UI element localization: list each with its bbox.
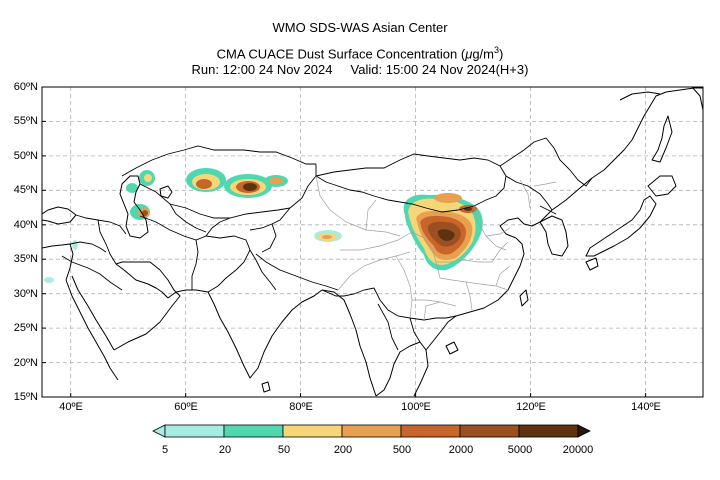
unit-mu: μ xyxy=(465,46,473,62)
lon-label-80: 80ºE xyxy=(289,401,313,413)
colorbar-box-0 xyxy=(164,424,225,438)
lat-label-35: 35ºN xyxy=(13,253,38,265)
lon-label-40: 40ºE xyxy=(59,401,83,413)
colorbar-label-200: 200 xyxy=(333,444,353,456)
coastlines xyxy=(42,87,703,397)
dust-patch-inner xyxy=(434,193,462,203)
country-borders xyxy=(61,137,593,351)
colorbar-box-2 xyxy=(282,424,343,438)
lon-label-60: 60ºE xyxy=(174,401,198,413)
dust-plume-kz3-c4 xyxy=(269,177,283,185)
colorbar-low-arrow xyxy=(152,424,166,438)
title-line-2: CMA CUACE Dust Surface Concentration (μg… xyxy=(0,42,720,62)
dust-plume-caspian-c3 xyxy=(144,174,152,182)
colorbar-label-50: 50 xyxy=(277,444,291,456)
unit-exponent: 3 xyxy=(493,45,499,55)
lon-label-120: 120ºE xyxy=(516,401,546,413)
map-frame xyxy=(41,86,704,398)
colorbar-box-6 xyxy=(518,424,579,438)
colorbar-box-5 xyxy=(459,424,520,438)
colorbar-label-20000: 20000 xyxy=(562,444,594,456)
lat-label-40: 40ºN xyxy=(13,219,38,231)
lat-label-55: 55ºN xyxy=(13,115,38,127)
dust-patch-arabia xyxy=(44,277,54,283)
lat-label-20: 20ºN xyxy=(13,357,38,369)
lat-label-15: 15ºN xyxy=(13,391,38,403)
colorbar-box-1 xyxy=(223,424,284,438)
dust-plume-kz1-c4 xyxy=(196,179,212,189)
colorbar-label-20: 20 xyxy=(218,444,232,456)
dust-plume-aral-c2 xyxy=(126,183,138,193)
lat-label-60: 60ºN xyxy=(13,81,38,93)
graticule xyxy=(42,87,703,397)
colorbar-label-5000: 5000 xyxy=(507,444,533,456)
lat-label-25: 25ºN xyxy=(13,322,38,334)
title-line-3: Run: 12:00 24 Nov 2024 Valid: 15:00 24 N… xyxy=(191,62,529,77)
province-borders xyxy=(315,175,557,321)
lat-label-45: 45ºN xyxy=(13,184,38,196)
colorbar-label-2000: 2000 xyxy=(448,444,474,456)
colorbar-high-arrow xyxy=(577,424,591,438)
colorbar-box-3 xyxy=(341,424,402,438)
axis-ticks xyxy=(42,120,647,397)
unit-rest: g/m xyxy=(472,46,494,62)
title-line-2-suffix: ) xyxy=(499,46,504,62)
lat-label-30: 30ºN xyxy=(13,288,38,300)
title-line-1: WMO SDS-WAS Asian Center xyxy=(272,20,448,35)
dust-plume-tarim-c4 xyxy=(322,235,332,239)
dust-plume-kz2-c6 xyxy=(243,183,257,191)
title-line-2-prefix: CMA CUACE Dust Surface Concentration ( xyxy=(216,46,466,62)
colorbar-label-5: 5 xyxy=(161,444,169,456)
dust-plume-china-c7 xyxy=(438,229,455,241)
lon-label-140: 140ºE xyxy=(631,401,661,413)
lon-label-100: 100ºE xyxy=(401,401,431,413)
lat-label-50: 50ºN xyxy=(13,150,38,162)
dust-plume-tm-c5 xyxy=(142,210,148,216)
colorbar-box-4 xyxy=(400,424,461,438)
colorbar-label-500: 500 xyxy=(392,444,412,456)
dust-plumes xyxy=(44,168,483,283)
